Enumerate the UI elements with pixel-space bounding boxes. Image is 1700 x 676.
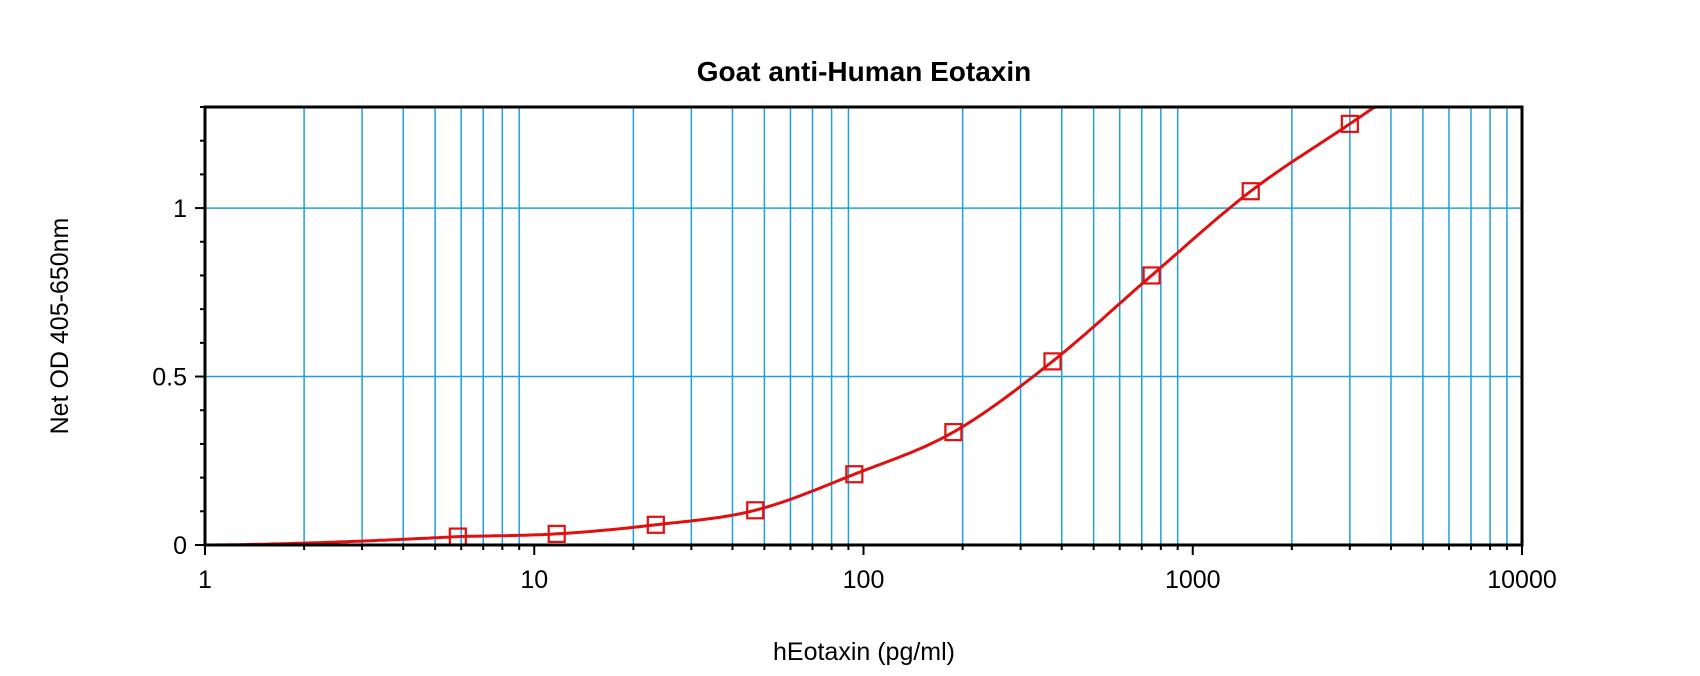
y-tick-label: 0 (173, 532, 187, 560)
fit-curve-layer (205, 105, 1378, 547)
y-tick-label: 1 (173, 195, 187, 223)
data-point (944, 423, 963, 442)
x-tick-label: 100 (843, 566, 885, 594)
y-tick-label: 0.5 (152, 364, 187, 392)
y-axis-label: Net OD 405-650nm (46, 218, 74, 435)
data-points (448, 114, 1359, 546)
tick-labels: 1 10 100 1000 10000 0 0.5 1 (152, 195, 1557, 594)
data-point (845, 465, 864, 484)
x-tick-label: 1000 (1165, 566, 1221, 594)
axis-ticks (195, 106, 1523, 555)
data-point (1043, 352, 1062, 371)
data-point (547, 524, 566, 543)
chart-title: Goat anti-Human Eotaxin (697, 56, 1031, 87)
data-point (746, 501, 765, 520)
x-tick-label: 10000 (1487, 566, 1557, 594)
fit-curve (205, 105, 1378, 547)
x-tick-label: 1 (198, 566, 212, 594)
data-point (1241, 182, 1260, 201)
data-point (646, 515, 665, 534)
data-point (1340, 114, 1359, 133)
data-point (1142, 266, 1161, 285)
x-axis-label: hEotaxin (pg/ml) (773, 638, 955, 666)
grid (205, 107, 1522, 545)
x-tick-label: 10 (520, 566, 548, 594)
